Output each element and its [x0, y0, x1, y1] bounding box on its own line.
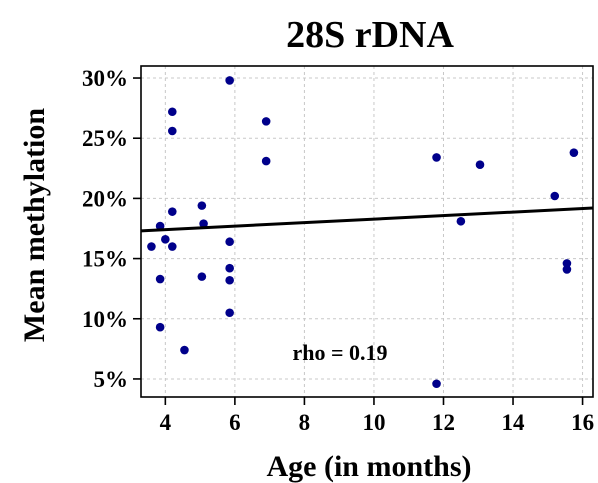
data-point	[562, 259, 572, 268]
x-tick-label: 6	[229, 410, 241, 435]
data-point	[155, 221, 165, 231]
data-point	[225, 76, 234, 85]
data-point	[456, 216, 466, 226]
data-point	[225, 263, 234, 273]
x-axis-label: Age (in months)	[266, 450, 471, 483]
x-tick-label: 8	[299, 410, 311, 435]
data-point	[197, 272, 207, 281]
plot-frame	[140, 65, 594, 398]
data-point	[225, 308, 234, 318]
x-tick-label: 14	[502, 410, 526, 435]
data-point	[199, 219, 208, 228]
x-tick-label: 12	[432, 410, 455, 435]
ticks-layer: 4 6 8 10 12 14 16 5% 10% 15% 20% 25% 30%	[82, 66, 594, 435]
data-point	[261, 156, 271, 166]
data-point	[432, 153, 441, 162]
data-point	[155, 274, 165, 284]
data-point	[225, 237, 234, 247]
x-tick-label: 4	[160, 410, 172, 435]
grid-layer	[141, 66, 593, 397]
y-tick-label: 30%	[82, 66, 128, 91]
data-point	[155, 322, 165, 332]
y-tick-label: 5%	[94, 367, 129, 392]
data-point	[475, 160, 485, 169]
y-tick-label: 10%	[82, 307, 128, 332]
y-tick-label: 25%	[82, 126, 128, 151]
data-point	[147, 242, 156, 251]
data-point	[167, 126, 177, 136]
data-point	[167, 242, 177, 251]
data-point	[432, 379, 441, 389]
data-point	[562, 265, 572, 274]
data-point	[180, 345, 189, 355]
regression-line	[140, 206, 594, 233]
data-point	[550, 191, 560, 201]
x-tick-label: 10	[362, 410, 385, 435]
points-layer	[147, 76, 579, 389]
y-tick-label: 15%	[82, 247, 128, 272]
data-point	[261, 117, 271, 126]
data-point	[167, 107, 177, 117]
x-tick-label: 16	[571, 410, 594, 435]
data-point	[225, 275, 234, 285]
y-axis-label: Mean methylation	[18, 108, 51, 342]
data-point	[161, 235, 170, 244]
data-point	[569, 148, 579, 157]
y-tick-label: 20%	[82, 186, 128, 211]
data-point	[197, 201, 207, 210]
data-point	[167, 207, 177, 216]
chart-title: 28S rDNA	[286, 14, 454, 56]
rho-annotation: rho = 0.19	[292, 340, 387, 365]
